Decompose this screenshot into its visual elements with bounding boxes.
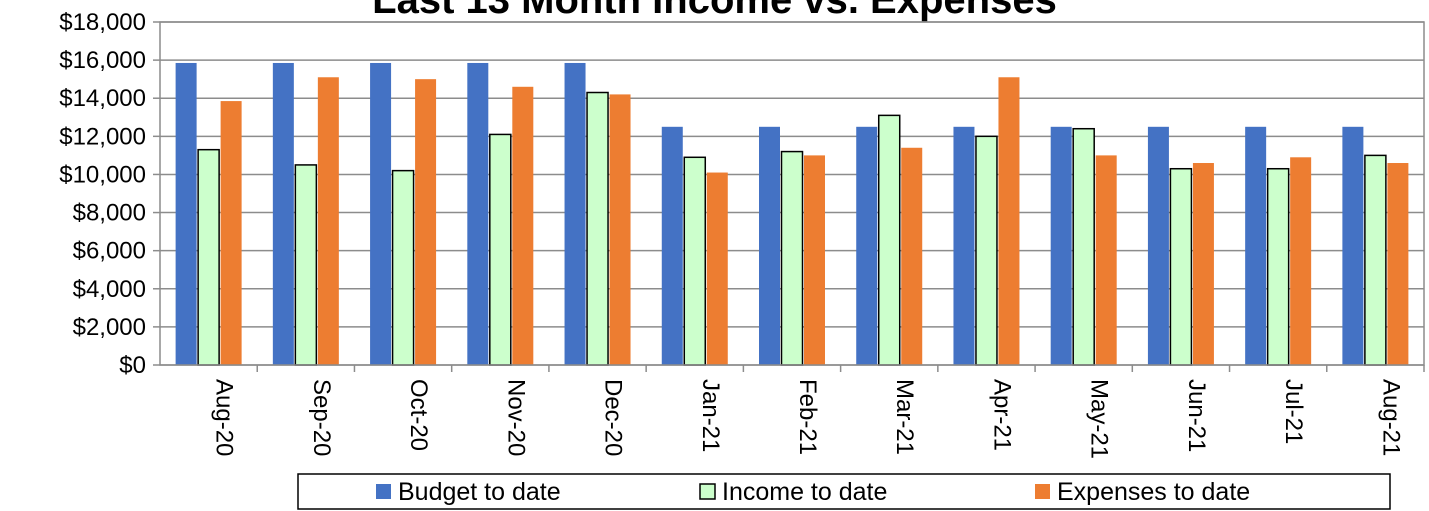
bar-expenses-to-date	[415, 79, 437, 366]
y-tick-label: $16,000	[59, 47, 146, 74]
bar-income-to-date	[780, 150, 804, 366]
bar-income-to-date	[1266, 167, 1290, 366]
x-tick-label: Feb-21	[794, 379, 821, 455]
x-tick-label: Mar-21	[891, 379, 918, 455]
bar-budget-to-date	[175, 62, 197, 365]
y-tick-label: $6,000	[73, 238, 146, 265]
bar-budget-to-date	[1342, 126, 1364, 365]
bar-income-to-date	[391, 169, 415, 366]
legend-swatch-income-to-date	[699, 483, 716, 500]
bar-expenses-to-date	[804, 155, 825, 365]
bar-budget-to-date	[856, 126, 878, 365]
bar-expenses-to-date	[609, 94, 631, 366]
bar-income-to-date	[586, 91, 609, 366]
chart-title: Last 13 Month Income vs. Expenses	[372, 0, 1057, 22]
bar-budget-to-date	[759, 126, 780, 365]
bar-budget-to-date	[1050, 126, 1072, 365]
bar-expenses-to-date	[220, 101, 242, 365]
x-tick-label: Aug-20	[211, 379, 238, 456]
bar-budget-to-date	[953, 126, 975, 365]
bar-expenses-to-date	[706, 172, 728, 365]
y-tick-label: $4,000	[73, 276, 146, 303]
bar-income-to-date	[683, 156, 707, 366]
bar-budget-to-date	[272, 62, 294, 365]
x-tick-label: Jul-21	[1280, 379, 1307, 444]
bar-income-to-date	[294, 164, 318, 366]
x-tick-label: Jun-21	[1183, 379, 1210, 452]
bar-budget-to-date	[1147, 126, 1169, 365]
y-tick-label: $12,000	[59, 123, 146, 150]
bar-expenses-to-date	[901, 147, 923, 365]
bar-budget-to-date	[370, 62, 392, 365]
x-tick-label: Aug-21	[1377, 379, 1404, 456]
bar-income-to-date	[1364, 154, 1387, 366]
bar-expenses-to-date	[512, 86, 534, 366]
y-tick-label: $10,000	[59, 161, 146, 188]
legend-swatch-expenses-to-date	[1035, 484, 1050, 499]
x-tick-label: Dec-20	[600, 379, 627, 456]
bar-expenses-to-date	[317, 77, 339, 365]
bar-expenses-to-date	[998, 77, 1020, 365]
bar-income-to-date	[975, 135, 998, 366]
bar-budget-to-date	[1245, 126, 1267, 365]
legend-label: Budget to date	[398, 478, 561, 506]
y-tick-label: $14,000	[59, 85, 146, 112]
bar-income-to-date	[489, 133, 512, 366]
bar-income-to-date	[197, 148, 220, 366]
legend-label: Expenses to date	[1057, 478, 1250, 506]
x-tick-label: Sep-20	[308, 379, 335, 456]
y-tick-label: $0	[119, 352, 146, 379]
bar-expenses-to-date	[1290, 157, 1312, 365]
y-tick-label: $18,000	[59, 9, 146, 36]
bar-budget-to-date	[467, 62, 489, 365]
y-tick-label: $2,000	[73, 314, 146, 341]
bar-budget-to-date	[661, 126, 683, 365]
x-tick-label: Apr-21	[988, 379, 1015, 451]
x-tick-label: May-21	[1086, 379, 1113, 459]
bar-expenses-to-date	[1095, 155, 1117, 365]
legend-swatch-budget-to-date	[376, 484, 391, 499]
x-tick-label: Jan-21	[697, 379, 724, 452]
legend-label: Income to date	[722, 478, 887, 506]
bar-expenses-to-date	[1192, 163, 1214, 365]
bar-income-to-date	[877, 114, 901, 366]
y-tick-label: $8,000	[73, 200, 146, 227]
x-tick-label: Oct-20	[405, 379, 432, 451]
bar-budget-to-date	[564, 62, 586, 365]
bar-income-to-date	[1169, 167, 1193, 366]
bar-expenses-to-date	[1387, 163, 1409, 365]
legend-box	[297, 473, 1391, 510]
x-tick-label: Nov-20	[502, 379, 529, 456]
bar-income-to-date	[1072, 127, 1095, 366]
